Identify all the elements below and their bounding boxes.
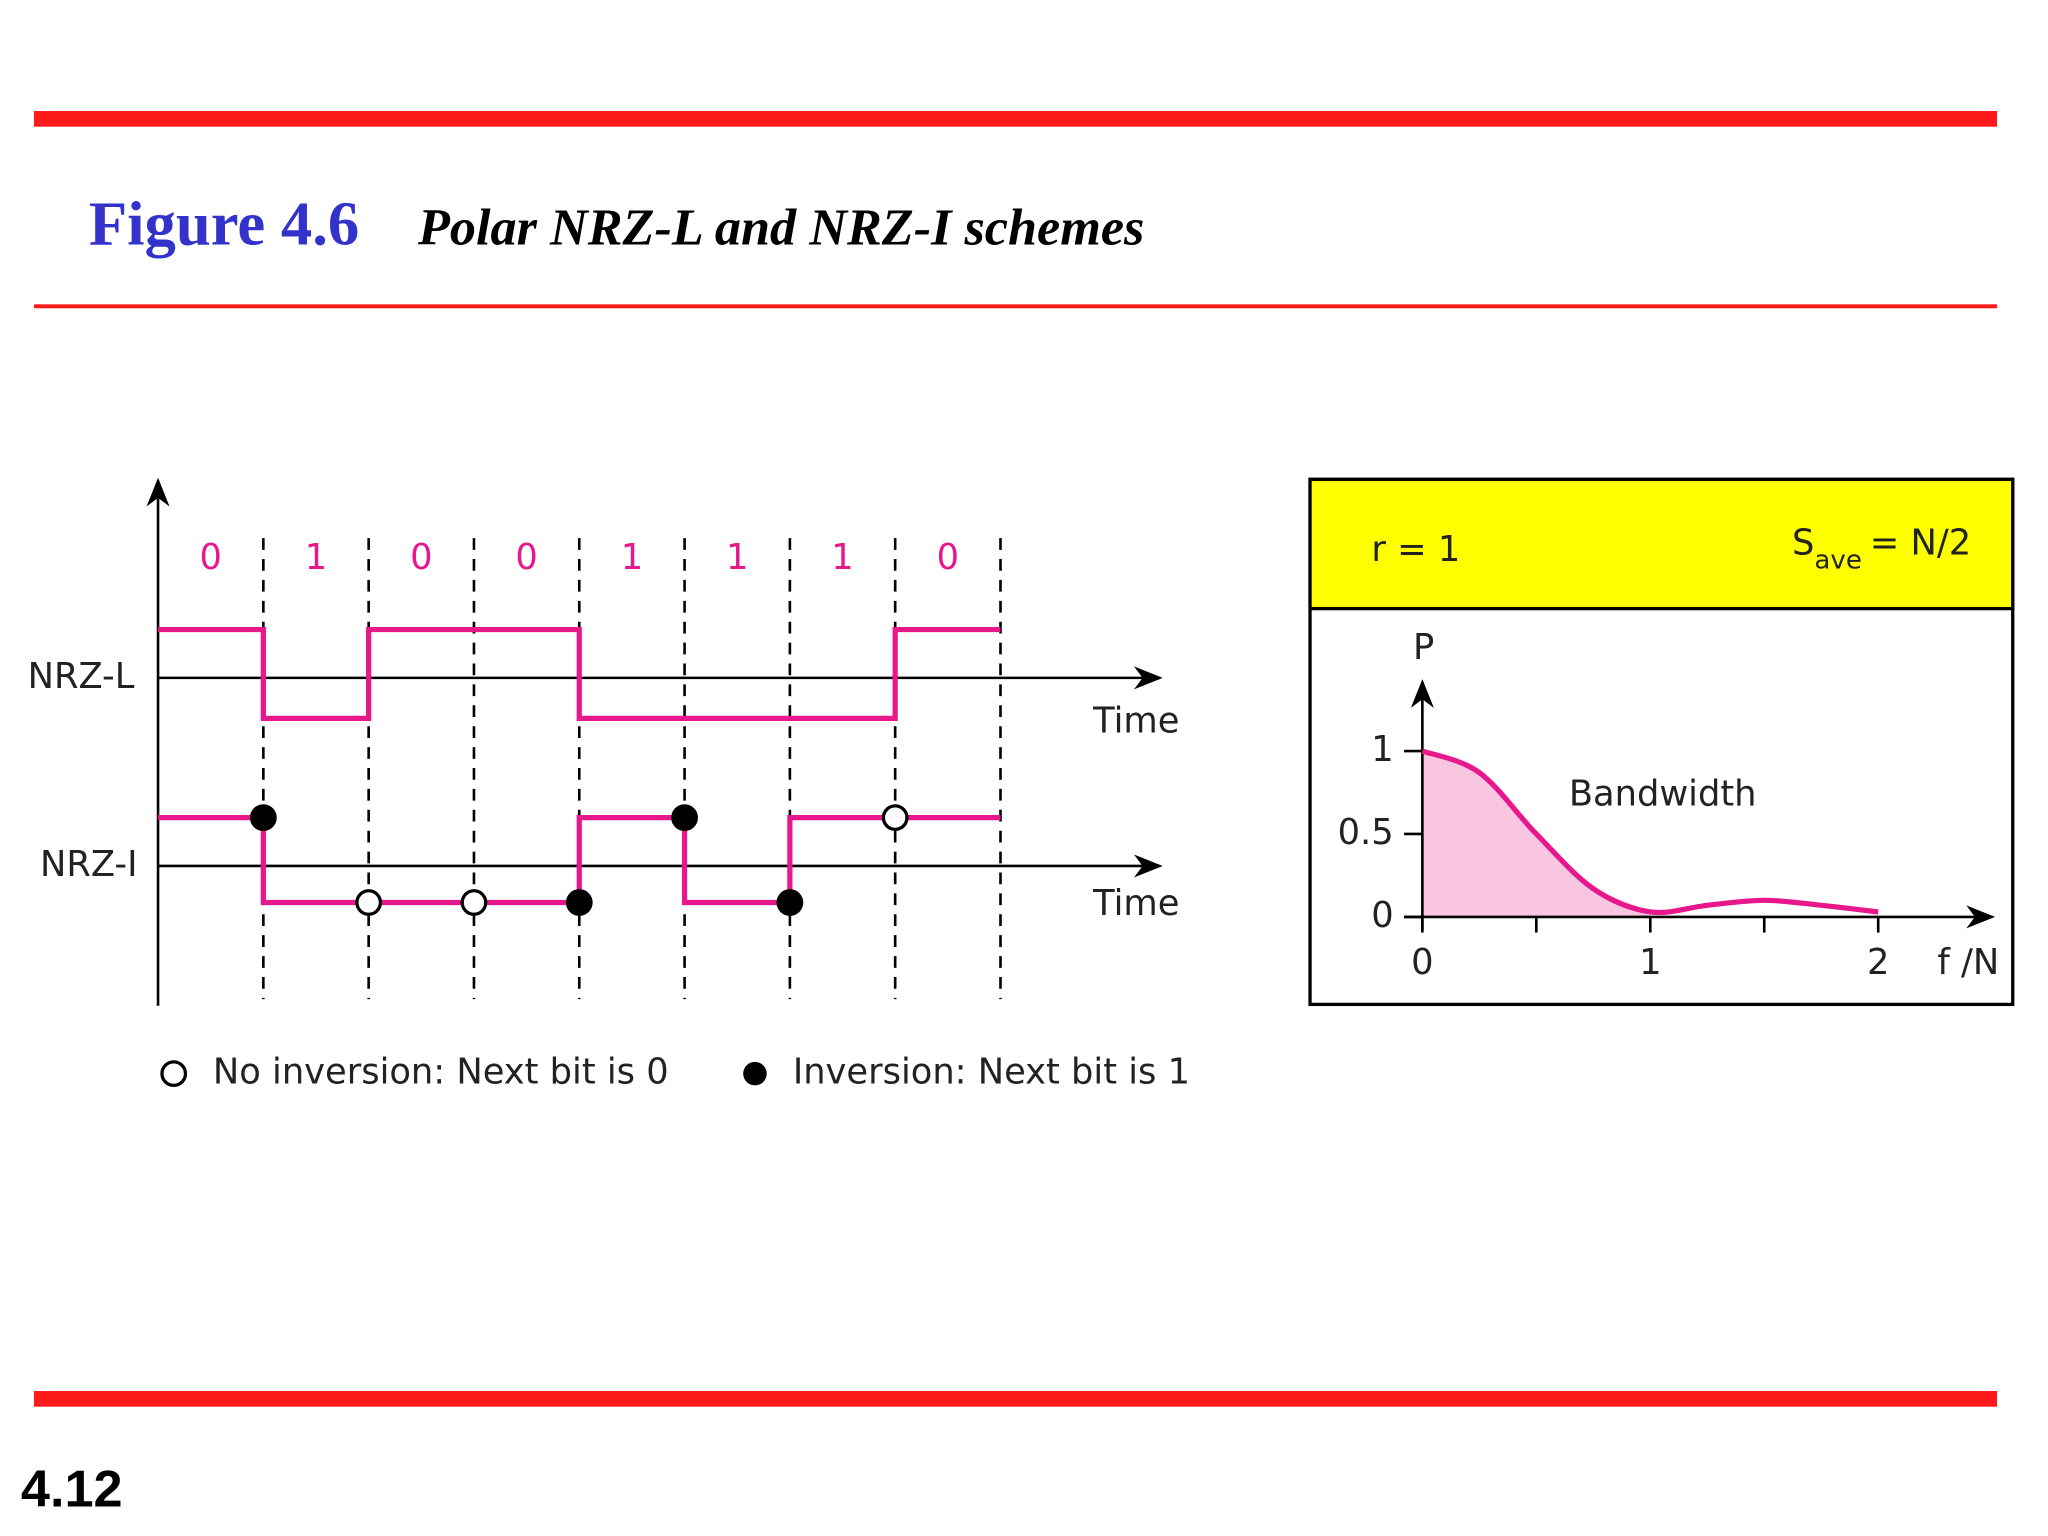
nrz-i-signal <box>158 815 1001 906</box>
title-rule <box>33 304 1998 309</box>
y-tick-label: 0 <box>1371 895 1393 936</box>
save-main: S <box>1792 523 1814 564</box>
bit-label: 1 <box>621 537 643 578</box>
ratio-label: r = 1 <box>1371 529 1460 570</box>
psd-curve <box>1421 748 1879 916</box>
x-axis-label: f /N <box>1937 942 1999 983</box>
legend: No inversion: Next bit is 0 Inversion: N… <box>160 1052 1190 1093</box>
legend-filled: Inversion: Next bit is 1 <box>793 1052 1190 1093</box>
bit-label: 0 <box>410 537 432 578</box>
nrz-i-label: NRZ-I <box>40 844 138 885</box>
filled-circle-icon <box>743 1061 767 1086</box>
save-rest: = N/2 <box>1870 523 1971 564</box>
y-tick-label: 1 <box>1371 729 1393 770</box>
top-rule <box>33 111 1998 127</box>
inversion-marker <box>249 804 277 832</box>
open-circle-icon <box>160 1060 188 1088</box>
inversion-marker <box>565 889 593 916</box>
annotation: Bandwidth <box>1569 773 1757 814</box>
save-sub: ave <box>1814 545 1862 575</box>
bit-label: 1 <box>305 537 327 578</box>
inversion-marker <box>776 889 804 916</box>
spectrum-panel: r = 1 Save = N/2 P f /N Bandwidth 0 0.5 1 0 1… <box>1308 477 2015 1007</box>
nrz-l-label: NRZ-L <box>28 656 135 697</box>
figure-title: Polar NRZ-L and NRZ-I schemes <box>417 198 1144 256</box>
no-inversion-marker <box>460 889 488 916</box>
bit-label: 0 <box>199 537 221 578</box>
legend-open: No inversion: Next bit is 0 <box>213 1052 669 1093</box>
figure-number: Figure 4.6 <box>89 188 359 258</box>
bottom-rule <box>33 1391 1998 1407</box>
bit-label: 0 <box>515 537 537 578</box>
waveform-diagram: NRZ-L NRZ-I Time Time 0 1 0 0 1 1 1 0 <box>28 477 1179 1006</box>
no-inversion-marker <box>881 804 909 832</box>
y-axis-label: P <box>1413 627 1434 668</box>
save-label: Save = N/2 <box>1792 523 1971 575</box>
no-inversion-marker <box>355 889 383 916</box>
bit-label: 0 <box>937 537 959 578</box>
time-label: Time <box>1092 700 1179 741</box>
time-label: Time <box>1092 883 1179 924</box>
bit-label: 1 <box>831 537 853 578</box>
page-number: 4.12 <box>21 1461 123 1519</box>
x-tick-label: 1 <box>1639 942 1661 983</box>
bit-label: 1 <box>726 537 748 578</box>
inversion-marker <box>671 804 698 832</box>
panel-header <box>1308 477 2015 611</box>
x-tick-label: 2 <box>1867 942 1889 983</box>
x-tick-label: 0 <box>1411 942 1433 983</box>
y-tick-label: 0.5 <box>1338 812 1394 853</box>
nrz-l-signal <box>158 626 1001 721</box>
